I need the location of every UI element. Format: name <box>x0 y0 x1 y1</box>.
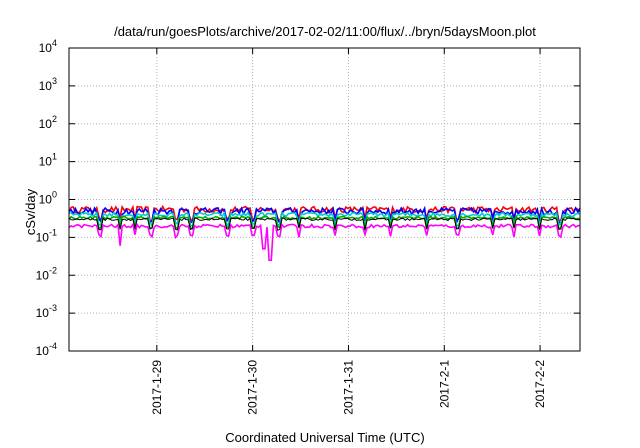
series-group <box>68 204 581 262</box>
y-tick-label: 10-4 <box>36 341 57 358</box>
y-tick-label: 10-2 <box>36 265 57 282</box>
y-tick-label: 100 <box>39 190 57 207</box>
series-line <box>68 214 581 231</box>
grid <box>69 48 580 351</box>
series-line <box>68 205 581 226</box>
x-tick-label: 2017-1-29 <box>150 360 164 415</box>
x-tick-label: 2017-1-31 <box>341 360 355 415</box>
series-line <box>68 222 581 262</box>
y-tick-label: 101 <box>39 152 57 169</box>
series-line <box>68 217 581 231</box>
y-axis-label: cSv/day <box>23 188 38 235</box>
ticks: 10-4 10-3 10-2 10-1 100 101 102 103 104 2017-1-29… <box>36 38 580 415</box>
x-tick-label: 2017-1-30 <box>246 360 260 415</box>
y-tick-label: 104 <box>39 38 57 55</box>
chart-title: /data/run/goesPlots/archive/2017-02-02/1… <box>114 24 536 39</box>
y-tick-label: 103 <box>39 76 57 93</box>
x-tick-label: 2017-2-2 <box>533 360 547 408</box>
y-tick-label: 102 <box>39 114 57 131</box>
x-axis-label: Coordinated Universal Time (UTC) <box>225 430 424 445</box>
series-line <box>68 210 581 228</box>
x-tick-label: 2017-2-1 <box>437 360 451 408</box>
y-tick-label: 10-3 <box>36 303 57 320</box>
y-tick-label: 10-1 <box>36 227 57 244</box>
plot-frame <box>68 47 581 352</box>
